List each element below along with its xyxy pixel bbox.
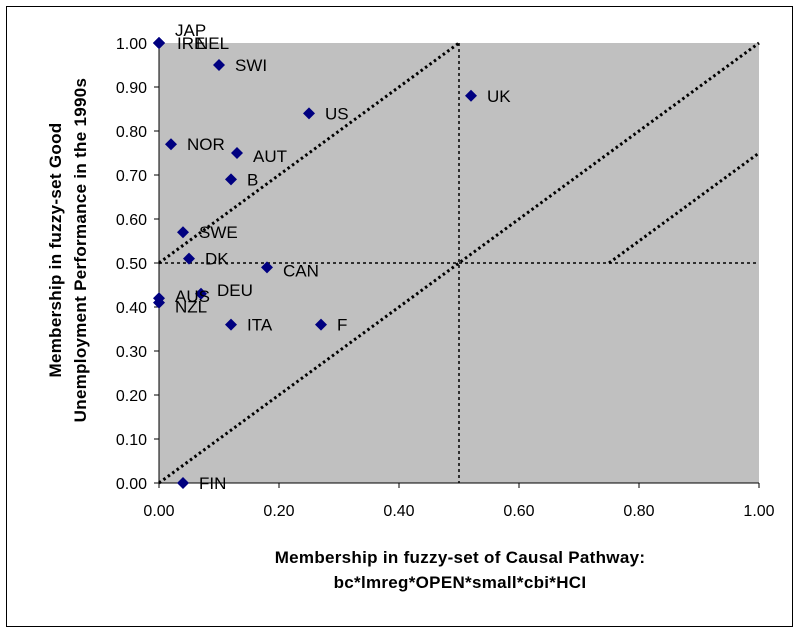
data-point-fin [177,477,189,489]
data-point-b [225,173,237,186]
x-axis-title-line-1: Membership in fuzzy-set of Causal Pathwa… [274,548,646,567]
point-label-b: B [247,170,258,189]
y-tick-label: 0.60 [116,212,147,229]
x-tick-label: 0.20 [263,503,294,520]
y-tick-label: 0.50 [116,256,147,273]
x-tick-label: 0.60 [503,503,534,520]
point-label-nzl: NZL [175,298,207,317]
data-point-nzl [153,296,165,309]
point-label-swe: SWE [199,223,238,242]
y-tick-label: 0.70 [116,168,147,185]
data-point-uk [465,89,477,102]
data-point-deu [195,287,207,300]
x-tick-label: 0.00 [143,503,174,520]
data-points [153,37,477,489]
point-label-f: F [337,316,347,335]
y-tick-label: 0.10 [116,432,147,449]
point-label-dk: DK [205,250,229,269]
x-tick-label: 1.00 [743,503,774,520]
x-tick-label: 0.80 [623,503,654,520]
y-tick-label: 0.00 [116,476,147,493]
y-axis-title-line-1: Membership in fuzzy-set Good [46,122,65,378]
y-tick-label: 0.20 [116,388,147,405]
data-point-swe [177,226,189,239]
y-tick-label: 0.30 [116,344,147,361]
y-tick-label: 0.80 [116,124,147,141]
data-point-aut [231,147,243,159]
point-label-aut: AUT [253,147,287,166]
point-label-can: CAN [283,261,319,280]
y-tick-label: 1.00 [116,36,147,53]
y-axis-title-line-2: Unemployment Performance in the 1990s [71,77,90,423]
diagonal-line-1 [158,41,460,265]
point-label-aus: AUS [175,287,210,306]
point-label-us: US [325,104,349,123]
point-label-swi: SWI [235,56,267,75]
diagonal-line-3 [608,151,760,265]
y-tick-label: 0.40 [116,300,147,317]
point-label-nor: NOR [187,135,225,154]
point-label-ire: IRE [177,34,205,53]
x-axis-title-line-2: bc*lmreg*OPEN*small*cbi*HCI [333,573,587,592]
point-label-ita: ITA [247,316,273,335]
x-axis-title: Membership in fuzzy-set of Causal Pathwa… [160,545,760,595]
y-tick-label: 0.90 [116,80,147,97]
reference-lines [158,41,760,485]
data-point-swi [213,59,225,71]
point-label-deu: DEU [217,281,253,300]
data-point-jap [153,37,165,49]
point-label-fin: FIN [199,474,226,493]
point-label-jap: JAP [175,21,206,40]
data-point-can [261,261,273,274]
x-tick-label: 0.40 [383,503,414,520]
data-point-dk [183,252,195,265]
data-point-ita [225,318,237,331]
data-point-us [303,107,315,120]
tick-labels: 0.00 0.20 0.40 0.60 0.80 1.00 0.00 0.10 0.20 0.30… [116,36,775,520]
point-label-uk: UK [487,87,511,106]
point-label-nel: NEL [196,34,229,53]
data-point-nor [165,138,177,151]
data-point-f [315,318,327,331]
